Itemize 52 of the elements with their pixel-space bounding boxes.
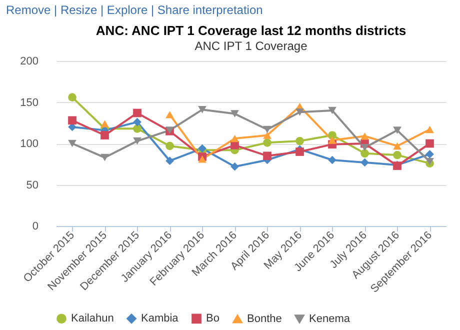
y-tick-label: 50 [26,179,38,192]
point [393,150,402,160]
point [230,110,239,118]
point [263,138,272,147]
text: Remove | Resize | Explore | Share interpretation [6,3,263,17]
y-tick-label: 0 [32,220,38,232]
legend-label: Bonthe [247,312,282,325]
point [360,132,369,140]
chart-title: ANC: ANC IPT 1 Coverage last 12 months districts [96,23,406,38]
legend-label: Kambia [141,312,180,325]
point [263,132,272,139]
point [133,108,142,118]
point [133,124,142,133]
point [296,136,304,146]
point [393,126,402,134]
y-tick-label: 100 [20,138,38,150]
point [100,120,109,128]
point [328,131,336,140]
point [133,118,142,126]
point [360,158,369,167]
point [328,156,336,164]
legend-label: Kailahun [71,312,114,325]
point [328,106,336,114]
point [68,116,76,125]
point [230,134,239,142]
point [166,156,174,166]
point [426,150,434,158]
point [426,139,434,148]
point [198,106,206,114]
point [100,131,109,140]
legend-label: Bo [206,312,220,325]
point [166,142,174,150]
point [328,136,336,144]
point [68,93,76,102]
y-tick-label: 150 [20,96,38,109]
point [296,108,304,116]
point [198,156,206,163]
legend-label: Kenema [309,312,351,325]
point [263,126,272,134]
point [166,111,174,118]
y-tick-label: 200 [20,56,38,68]
point [263,152,272,160]
point [296,148,304,156]
point [360,149,369,158]
point [100,154,109,162]
point [393,142,402,150]
point [133,137,142,145]
point [68,140,76,148]
point [426,126,434,134]
point [230,162,239,171]
chart-subtitle: ANC IPT 1 Coverage [194,39,308,53]
point [360,144,369,152]
